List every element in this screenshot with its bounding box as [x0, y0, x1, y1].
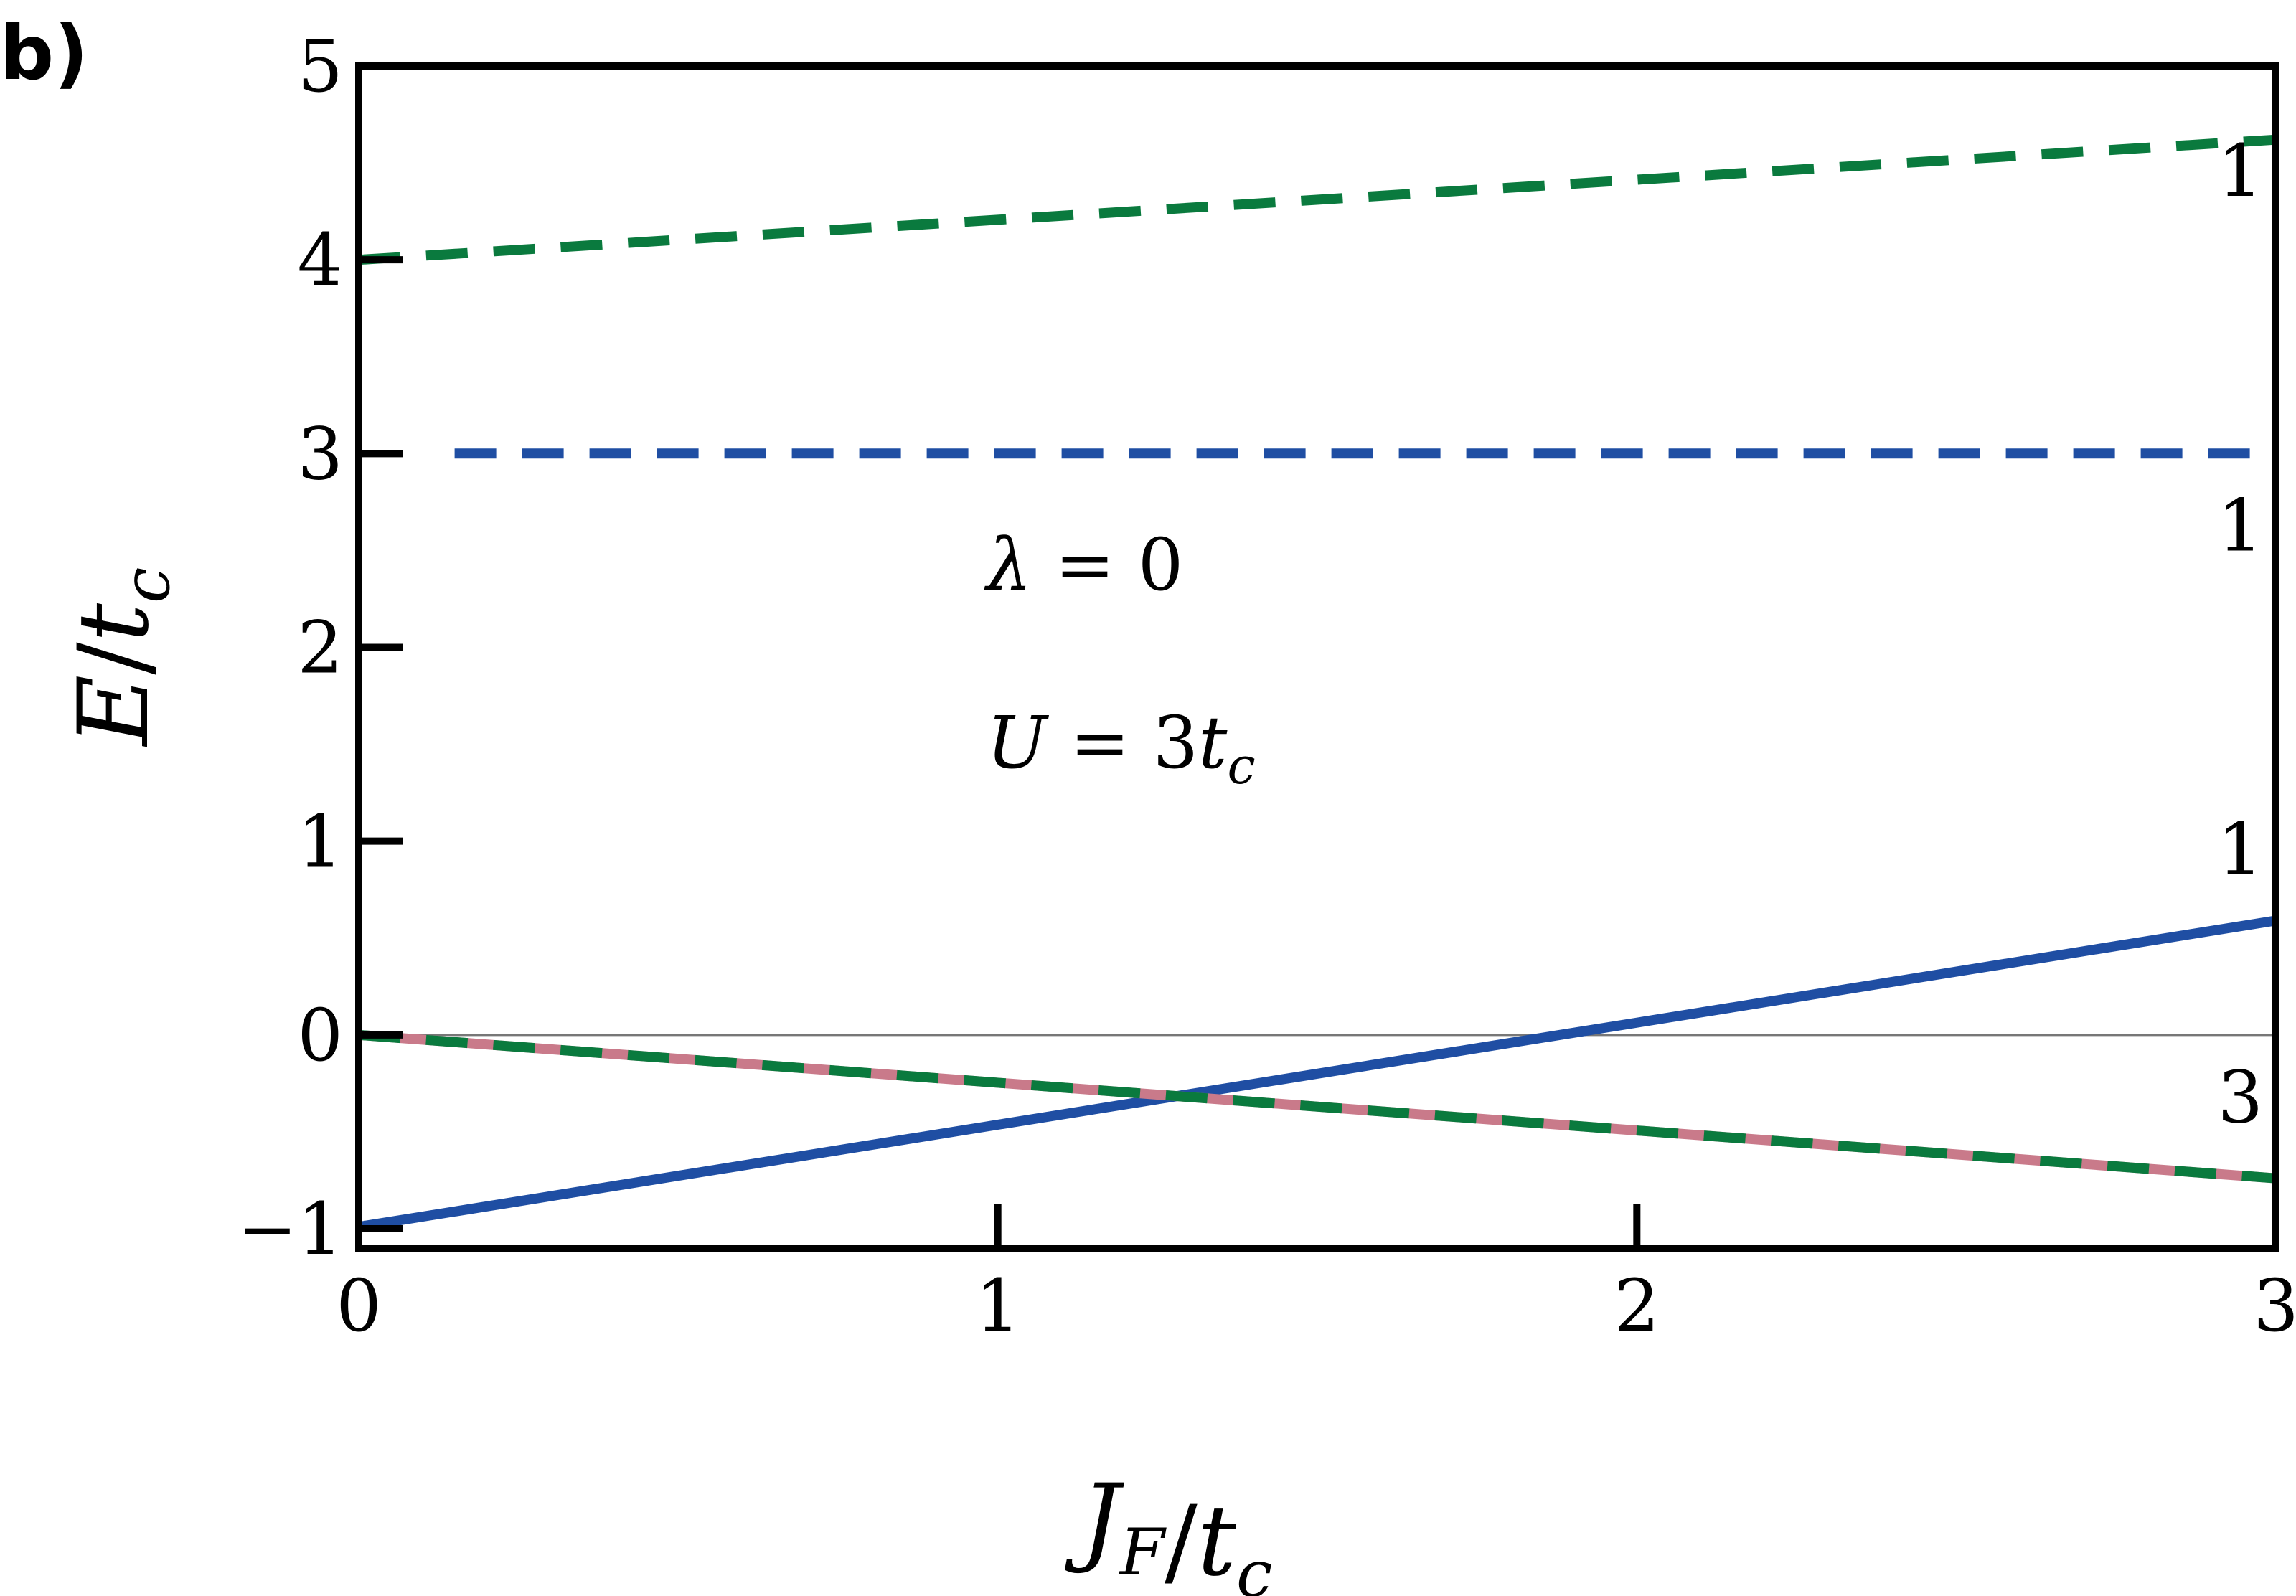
series-line-4	[358, 1029, 2277, 1184]
svg-text:U = 3tc: U = 3tc	[987, 701, 1256, 795]
series-line-0	[358, 134, 2277, 265]
lambda-symbol: λ	[984, 523, 1032, 607]
u-c-subscript: c	[1227, 737, 1255, 795]
x-tick-label-0: 0	[336, 1264, 382, 1348]
x-tick-label-1: 1	[975, 1264, 1021, 1348]
series-line-2	[357, 915, 2277, 1232]
y-tick-label-3: 2	[297, 605, 343, 689]
u-annotation: U = 3tc	[987, 701, 1256, 795]
svg-text:λ = 0: λ = 0	[984, 523, 1183, 607]
y-tick-label-5: 4	[297, 218, 343, 302]
plot-frame	[355, 62, 2279, 1252]
y-tick-label-2: 1	[297, 800, 343, 884]
y-tick-label-0: −1	[237, 1187, 343, 1271]
u-value: = 3	[1047, 701, 1198, 785]
degeneracy-label-2: 1	[2218, 808, 2264, 892]
u-symbol: U	[987, 701, 1050, 785]
x-axis-title: JF/tc	[1065, 1463, 1273, 1596]
y-tick-label-1: 0	[297, 993, 343, 1077]
panel-label: b)	[0, 9, 88, 97]
degeneracy-label-1: 1	[2218, 483, 2264, 567]
degeneracy-label-0: 1	[2218, 129, 2264, 213]
u-t-symbol: t	[1198, 701, 1228, 785]
x-tick-label-3: 3	[2253, 1264, 2296, 1348]
y-axis-title: E/tc	[57, 567, 184, 748]
lambda-value: = 0	[1032, 523, 1183, 607]
degeneracy-label-3: 3	[2218, 1055, 2264, 1139]
lambda-annotation: λ = 0	[984, 523, 1183, 607]
y-tick-label-4: 3	[297, 412, 343, 496]
y-tick-label-6: 5	[297, 24, 343, 108]
x-tick-label-2: 2	[1614, 1264, 1660, 1348]
